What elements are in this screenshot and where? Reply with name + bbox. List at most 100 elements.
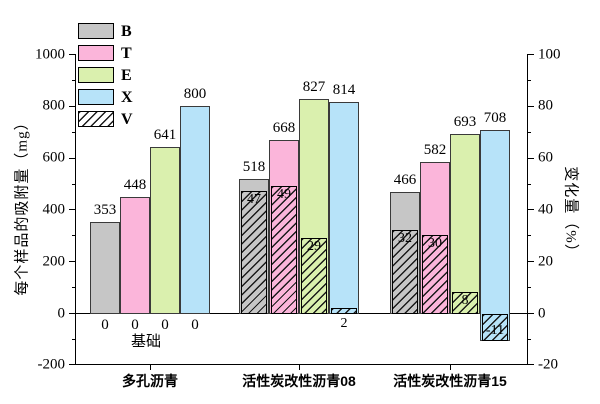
left-axis-tick [69, 364, 75, 365]
legend-label-V: V [121, 111, 133, 128]
bar-value-label: 814 [332, 82, 356, 99]
x-axis-group-label: 多孔沥青 [122, 373, 178, 389]
right-axis-tick-label: 0 [538, 305, 546, 321]
left-axis-tick [69, 261, 75, 263]
legend-label-E: E [121, 67, 132, 84]
left-axis-spine [75, 54, 76, 365]
bar-value-label: 693 [453, 113, 477, 130]
x-axis-group-label: 活性炭改性沥青15 [393, 373, 507, 389]
right-axis-tick-label: 100 [538, 46, 561, 62]
bar-value-label: 708 [483, 109, 507, 126]
baseline-note-label: 基础 [130, 333, 162, 350]
right-axis-tick [528, 261, 534, 263]
left-axis-tick-label: 600 [42, 149, 66, 166]
change-bar-B [241, 191, 267, 314]
right-axis-tick-label: 60 [538, 149, 553, 166]
bar-value-label: 582 [423, 142, 447, 159]
left-axis-tick-label: 1000 [35, 46, 65, 62]
change-bar-E [452, 292, 478, 314]
baseline-zero-label: 0 [161, 317, 169, 333]
left-axis-minor-tick [72, 287, 75, 289]
left-axis-tick-label: -200 [37, 356, 66, 372]
bar-X [480, 129, 510, 342]
right-axis-tick [528, 364, 534, 365]
legend-swatch-V [78, 111, 114, 127]
right-axis-minor-tick [528, 183, 531, 185]
legend-label-B: B [121, 23, 132, 40]
change-value-label: 32 [398, 231, 412, 247]
right-axis-tick-label: -20 [538, 356, 558, 372]
left-axis-minor-tick [72, 338, 75, 340]
change-value-label: 2 [340, 316, 348, 331]
right-axis-minor-tick [528, 235, 531, 237]
bottom-axis-spine [75, 364, 528, 365]
baseline-zero-label: 0 [191, 317, 199, 333]
left-axis-tick [69, 157, 75, 159]
bar-value-label: 353 [93, 201, 117, 218]
right-axis-tick-label: 40 [538, 201, 553, 218]
x-axis-tick [450, 365, 451, 370]
baseline-zero-label: 0 [101, 317, 109, 333]
bar-value-label: 641 [153, 126, 177, 143]
right-axis-minor-tick [528, 287, 531, 289]
change-bar-X [331, 307, 357, 314]
change-value-label: 30 [428, 236, 442, 252]
right-axis-minor-tick [528, 338, 531, 340]
left-axis-tick-label: 800 [42, 97, 66, 114]
left-axis-tick [69, 313, 75, 314]
change-bar-E [301, 237, 327, 314]
bar-E [150, 146, 180, 314]
left-axis-minor-tick [72, 79, 75, 81]
left-axis-tick-label: 200 [42, 253, 66, 270]
bar-B [90, 221, 120, 314]
legend-swatch-E [78, 67, 114, 83]
change-value-label: 29 [307, 238, 321, 254]
change-value-label: 49 [277, 187, 291, 203]
right-axis-tick [528, 54, 534, 55]
change-value-label: -11 [485, 323, 505, 339]
legend-swatch-X [78, 89, 114, 105]
legend-label-T: T [121, 45, 132, 62]
right-axis-tick-label: 20 [538, 253, 553, 270]
legend-swatch-B [78, 23, 114, 39]
right-axis-tick [528, 157, 534, 159]
x-axis-tick [299, 365, 300, 370]
right-axis-title: 变化量（%） [562, 166, 579, 260]
legend-label-X: X [121, 89, 133, 106]
bar-value-label: 466 [393, 172, 417, 189]
right-axis-spine [527, 54, 528, 365]
bar-value-label: 827 [302, 78, 326, 95]
left-axis-tick-label: 0 [57, 305, 66, 321]
bar-value-label: 668 [272, 119, 296, 136]
bar-value-label: 448 [123, 176, 147, 193]
bar-T [120, 196, 150, 314]
right-axis-tick [528, 209, 534, 211]
baseline-zero-label: 0 [131, 317, 139, 333]
x-axis-tick [150, 365, 151, 370]
right-axis-minor-tick [528, 131, 531, 133]
x-axis-group-label: 活性炭改性沥青08 [242, 373, 356, 389]
change-bar-B [392, 230, 418, 314]
right-axis-tick-label: 80 [538, 97, 553, 114]
change-bar-X [482, 314, 508, 342]
bar-E [450, 133, 480, 314]
left-axis-minor-tick [72, 235, 75, 237]
change-value-label: 8 [461, 293, 469, 309]
bar-X [180, 105, 210, 314]
left-axis-tick [69, 105, 75, 107]
bar-X [329, 102, 359, 314]
right-axis-tick [528, 105, 534, 107]
legend-swatch-T [78, 45, 114, 61]
left-axis-tick [69, 54, 75, 55]
right-axis-tick [528, 313, 534, 314]
change-bar-T [271, 186, 297, 314]
left-axis-tick-label: 400 [42, 201, 66, 218]
right-axis-minor-tick [528, 79, 531, 81]
change-value-label: 47 [247, 192, 261, 208]
left-axis-minor-tick [72, 131, 75, 133]
bar-value-label: 800 [183, 85, 207, 102]
left-axis-minor-tick [72, 183, 75, 185]
left-axis-tick [69, 209, 75, 211]
change-bar-T [422, 235, 448, 314]
